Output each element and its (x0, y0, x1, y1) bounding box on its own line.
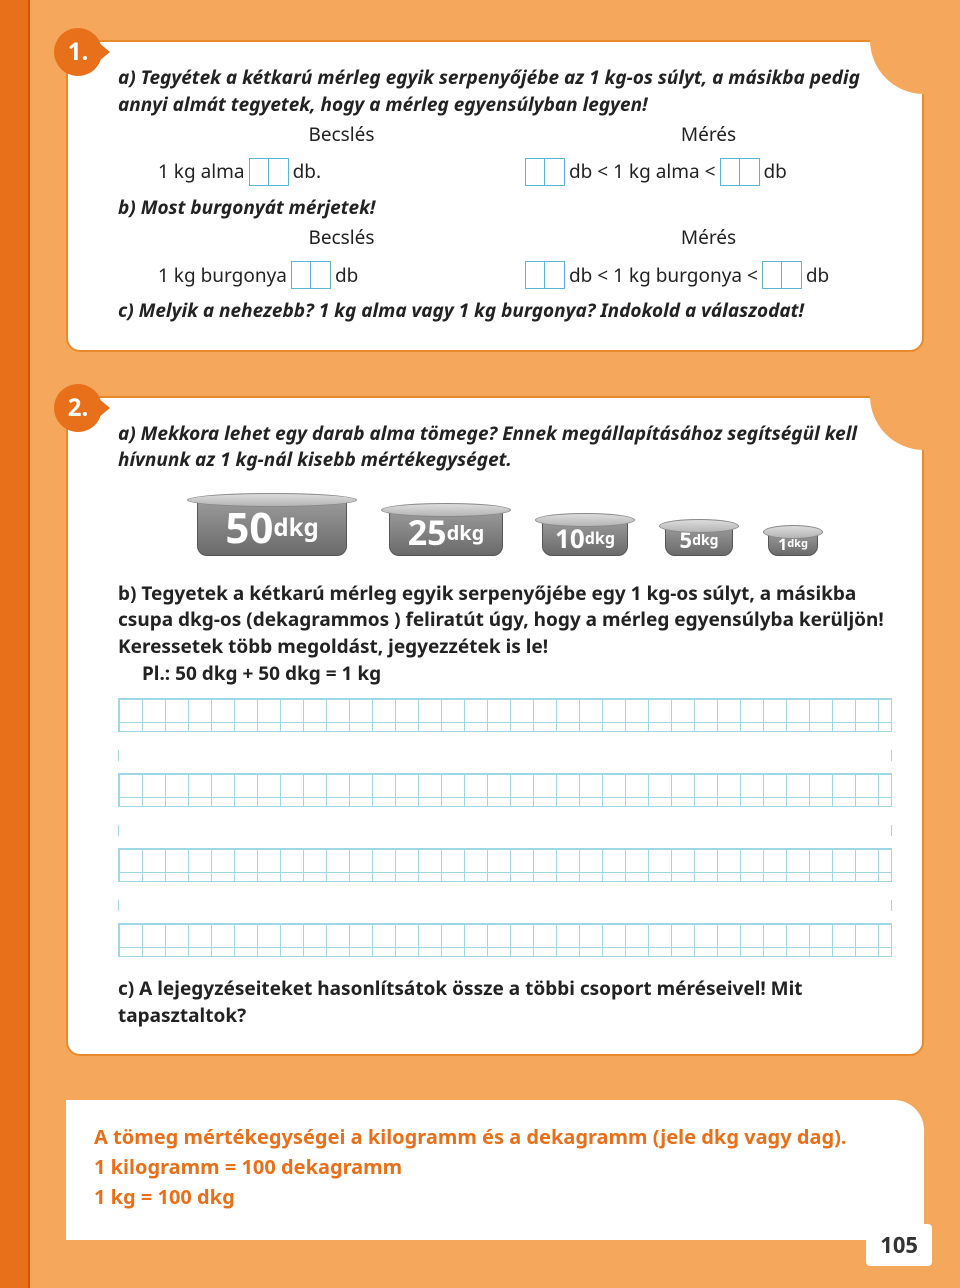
input-box-pair[interactable] (291, 261, 331, 289)
ex2-c-text: c) A lejegyzéseiteket hasonlítsátok össz… (118, 975, 892, 1028)
weight-number: 50 (225, 507, 273, 549)
summary-line-3: 1 kg = 100 dkg (94, 1182, 896, 1212)
ex2-b-example: Pl.: 50 dkg + 50 dkg = 1 kg (142, 660, 892, 687)
weight-unit: dkg (692, 531, 718, 551)
summary-line-2: 1 kilogramm = 100 dekagramm (94, 1152, 896, 1182)
input-box-pair[interactable] (249, 158, 289, 186)
ex1-meres-label: Mérés (545, 121, 872, 148)
ex1-burg-row: 1 kg burgonya db db < 1 kg burgonya < db (158, 261, 892, 289)
ex1-alma-measure: db < 1 kg alma < db (525, 158, 892, 186)
page-content: 1. a) Tegyétek a kétkarú mérleg egyik se… (30, 0, 960, 1288)
ex1-c-text: c) Melyik a nehezebb? 1 kg alma vagy 1 k… (118, 297, 892, 324)
ex1-burg-range-pre: db < 1 kg burgonya < (569, 262, 758, 289)
exercise-2-number: 2. (68, 391, 88, 425)
ex2-a-text: a) Mekkora lehet egy darab alma tömege? … (118, 420, 892, 473)
weight-50dkg: 50dkg (187, 493, 357, 556)
exercise-2-badge: 2. (54, 384, 102, 432)
exercise-1-card: 1. a) Tegyétek a kétkarú mérleg egyik se… (66, 40, 924, 352)
page-number: 105 (866, 1224, 932, 1266)
summary-line-1: A tömeg mértékegységei a kilogramm és a … (94, 1122, 896, 1152)
page-left-margin (0, 0, 30, 1288)
ex1-becsles-label: Becslés (178, 121, 505, 148)
ex1-becsles-label-2: Becslés (178, 224, 505, 251)
weight-25dkg: 25dkg (381, 503, 511, 556)
ex1-burg-post: db (335, 262, 358, 289)
ex1-alma-post: db. (293, 158, 321, 185)
exercise-1-number: 1. (68, 35, 88, 69)
ex1-b-text: b) Most burgonyát mérjetek! (118, 194, 892, 221)
summary-box: A tömeg mértékegységei a kilogramm és a … (66, 1100, 924, 1240)
weight-unit: dkg (585, 527, 615, 549)
ex1-burg-range-post: db (806, 262, 829, 289)
exercise-1-badge: 1. (54, 28, 102, 76)
input-box-pair[interactable] (525, 158, 565, 186)
ex1-burg-pre: 1 kg burgonya (158, 262, 287, 289)
worksheet-page: 1. a) Tegyétek a kétkarú mérleg egyik se… (0, 0, 960, 1288)
exercise-2-card: 2. a) Mekkora lehet egy darab alma tömeg… (66, 396, 924, 1057)
input-box-pair[interactable] (525, 261, 565, 289)
weight-1dkg: 1dkg (763, 525, 823, 556)
weight-5dkg: 5dkg (659, 519, 739, 556)
ex1-alma-headers: Becslés Mérés (158, 121, 892, 150)
ex1-burg-headers: Becslés Mérés (158, 224, 892, 253)
ex1-alma-row: 1 kg alma db. db < 1 kg alma < db (158, 158, 892, 186)
ex1-burg-measure: db < 1 kg burgonya < db (525, 261, 892, 289)
ex1-alma-range-pre: db < 1 kg alma < (569, 158, 716, 185)
ex1-meres-label-2: Mérés (545, 224, 872, 251)
ex2-b-text: b) Tegyetek a kétkarú mérleg egyik serpe… (118, 580, 892, 660)
ex1-burg-estimate: 1 kg burgonya db (158, 261, 525, 289)
ex1-alma-range-post: db (764, 158, 787, 185)
input-box-pair[interactable] (720, 158, 760, 186)
weights-illustration: 50dkg25dkg10dkg5dkg1dkg (118, 493, 892, 556)
ex1-alma-estimate: 1 kg alma db. (158, 158, 525, 186)
ex1-a-text: a) Tegyétek a kétkarú mérleg egyik serpe… (118, 64, 892, 117)
weight-unit: dkg (273, 511, 318, 545)
writing-grid[interactable] (118, 698, 892, 957)
weight-10dkg: 10dkg (535, 513, 635, 556)
input-box-pair[interactable] (762, 261, 802, 289)
weight-unit: dkg (447, 519, 485, 547)
ex1-alma-pre: 1 kg alma (158, 158, 245, 185)
